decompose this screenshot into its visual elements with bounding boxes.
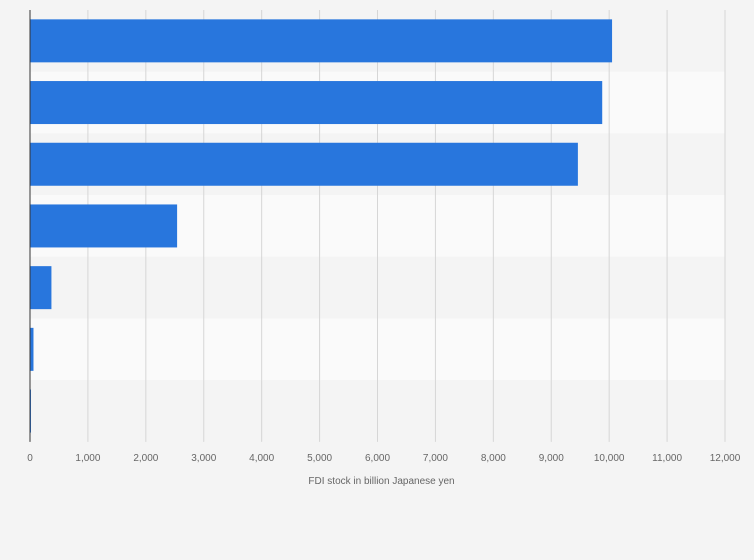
x-tick-label: 2,000 — [133, 453, 158, 464]
x-tick-label: 1,000 — [75, 453, 100, 464]
x-tick-label: 9,000 — [539, 453, 564, 464]
x-tick-label: 12,000 — [710, 453, 741, 464]
x-tick-label: 8,000 — [481, 453, 506, 464]
x-axis-title: FDI stock in billion Japanese yen — [308, 476, 454, 487]
x-tick-label: 6,000 — [365, 453, 390, 464]
bar — [30, 81, 603, 125]
bar — [30, 19, 613, 63]
bar — [30, 266, 52, 310]
x-tick-label: 10,000 — [594, 453, 625, 464]
x-tick-label: 11,000 — [652, 453, 682, 464]
x-tick-label: 4,000 — [249, 453, 274, 464]
x-tick-label: 5,000 — [307, 453, 332, 464]
bar — [30, 204, 178, 248]
x-tick-label: 7,000 — [423, 453, 448, 464]
x-tick-labels: 0 1,000 2,000 3,000 4,000 5,000 6,000 7,000 8,00… — [27, 453, 741, 464]
bar — [30, 142, 578, 186]
bars — [30, 19, 613, 433]
x-tick-label: 0 — [27, 453, 33, 464]
bar — [30, 327, 34, 371]
x-tick-label: 3,000 — [191, 453, 216, 464]
